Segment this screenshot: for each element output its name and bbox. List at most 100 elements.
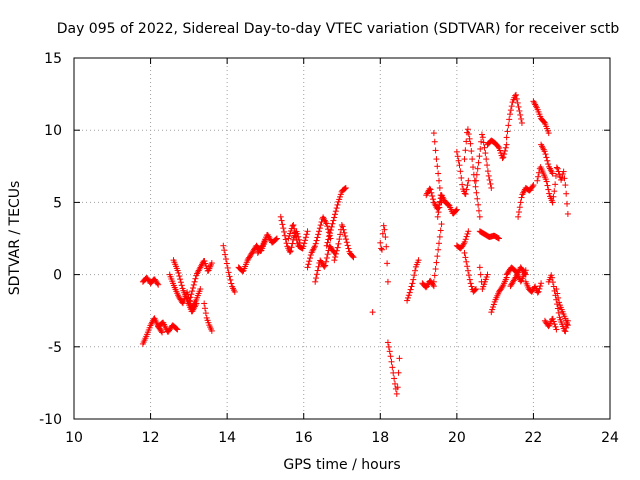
data-point xyxy=(300,243,307,250)
data-point xyxy=(434,213,441,220)
data-point xyxy=(507,107,514,114)
data-point xyxy=(312,240,319,247)
data-point xyxy=(292,233,299,240)
data-point xyxy=(389,364,396,371)
data-point xyxy=(340,226,347,233)
data-point xyxy=(431,272,438,279)
data-point xyxy=(315,231,322,238)
data-point xyxy=(313,271,320,278)
x-tick-label: 18 xyxy=(371,430,389,446)
y-tick-label: 15 xyxy=(44,51,62,67)
x-tick-label: 22 xyxy=(525,430,543,446)
data-point xyxy=(434,163,441,170)
data-point xyxy=(379,230,386,237)
data-point xyxy=(311,243,318,250)
data-point xyxy=(304,228,311,235)
data-point xyxy=(323,254,330,261)
data-point xyxy=(208,327,215,334)
data-point xyxy=(456,162,463,169)
data-point xyxy=(323,242,330,249)
data-point xyxy=(553,164,560,171)
data-point xyxy=(339,223,346,230)
x-tick-label: 24 xyxy=(601,430,619,446)
data-point xyxy=(344,242,351,249)
data-point xyxy=(404,294,411,301)
data-point xyxy=(468,283,475,290)
data-point xyxy=(484,168,491,175)
data-point xyxy=(341,185,348,192)
data-point xyxy=(553,286,560,293)
data-point xyxy=(258,243,265,250)
data-point xyxy=(335,240,342,247)
data-point xyxy=(562,328,569,335)
data-point xyxy=(433,259,440,266)
data-point xyxy=(324,239,331,246)
chart-title: Day 095 of 2022, Sidereal Day-to-day VTE… xyxy=(57,21,620,37)
data-point xyxy=(466,135,473,142)
data-point xyxy=(287,230,294,237)
data-point xyxy=(545,130,552,137)
data-point xyxy=(404,297,411,304)
data-point xyxy=(454,153,461,160)
data-point xyxy=(282,236,289,243)
data-point xyxy=(336,236,343,243)
data-point xyxy=(333,205,340,212)
data-point xyxy=(461,156,468,163)
data-point xyxy=(377,239,384,246)
data-point xyxy=(331,257,338,264)
data-point xyxy=(495,234,502,241)
data-point xyxy=(342,232,349,239)
data-point xyxy=(396,355,403,362)
data-point xyxy=(515,209,522,216)
data-point xyxy=(473,286,479,293)
data-point xyxy=(503,134,510,141)
data-point xyxy=(478,131,485,138)
data-point xyxy=(323,258,330,265)
data-point xyxy=(173,325,180,332)
data-point xyxy=(345,245,352,252)
data-point xyxy=(549,199,556,206)
data-point xyxy=(552,323,559,330)
data-point xyxy=(341,229,348,236)
data-point xyxy=(278,217,285,224)
data-point xyxy=(315,263,322,270)
data-point xyxy=(495,143,502,150)
data-point xyxy=(329,220,336,227)
data-point xyxy=(497,150,504,157)
data-point xyxy=(464,126,471,133)
data-point xyxy=(337,193,344,200)
data-point xyxy=(277,213,284,220)
data-point xyxy=(464,263,471,270)
data-point xyxy=(385,343,392,350)
data-point xyxy=(185,300,192,307)
data-point xyxy=(304,264,311,271)
data-point xyxy=(430,196,437,203)
data-point xyxy=(334,201,341,208)
data-point xyxy=(488,184,495,191)
data-point xyxy=(487,180,494,187)
data-point xyxy=(383,243,390,250)
data-point xyxy=(541,148,548,155)
data-point xyxy=(544,182,551,189)
data-point xyxy=(473,177,479,184)
data-point xyxy=(384,260,391,267)
data-point xyxy=(461,190,468,197)
data-point xyxy=(453,206,460,213)
data-point xyxy=(505,122,512,129)
data-point xyxy=(406,289,413,296)
data-point xyxy=(306,258,313,265)
data-point xyxy=(477,271,484,278)
data-point xyxy=(549,279,556,286)
data-point xyxy=(544,157,551,164)
data-point xyxy=(228,280,235,287)
data-point xyxy=(475,159,482,166)
y-tick-label: -10 xyxy=(39,412,62,428)
data-point xyxy=(461,249,468,256)
data-point xyxy=(408,283,415,290)
data-point xyxy=(551,321,558,328)
data-point xyxy=(435,209,442,216)
data-point xyxy=(514,99,521,106)
data-point xyxy=(550,318,557,325)
data-point xyxy=(410,276,417,283)
